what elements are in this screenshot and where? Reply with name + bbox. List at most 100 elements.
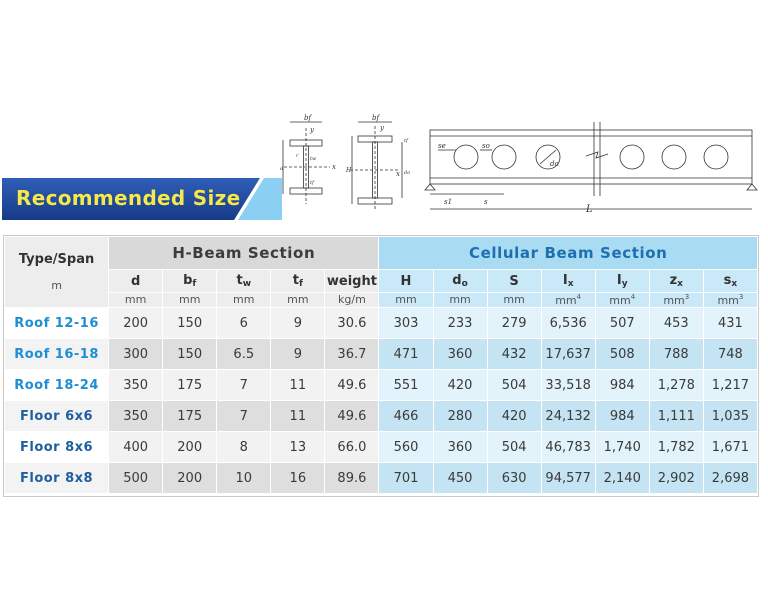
cellular-cell: 280 — [432, 400, 488, 432]
hbeam-cell: 10 — [216, 462, 272, 494]
hbeam-cell: 200 — [162, 431, 218, 463]
beam-size-table: Type/Span m H-Beam Section Cellular Beam… — [3, 236, 759, 494]
hbeam-cell: 49.6 — [324, 369, 380, 401]
cellular-cell: 560 — [378, 431, 434, 463]
col-Iy: Iy — [594, 269, 650, 293]
hbeam-cell: 16 — [270, 462, 326, 494]
hbeam1-d-label: d — [280, 166, 283, 172]
hbeam-cell: 500 — [108, 462, 164, 494]
hbeam-cell: 300 — [108, 338, 164, 370]
hbeam-cell: 9 — [270, 307, 326, 339]
cellular-cell: 94,577 — [540, 462, 596, 494]
cellular-cell: 24,132 — [540, 400, 596, 432]
unit-tw: mm — [216, 292, 272, 308]
hbeam-section-header: H-Beam Section — [108, 236, 380, 270]
col-tf: tf — [270, 269, 326, 293]
table-row: Roof 12-16 200 150 6 9 30.6 303 233 279 6,536 507 4… — [3, 307, 759, 339]
cellular-cell: 420 — [486, 400, 542, 432]
cellular-cell: 2,902 — [648, 462, 704, 494]
cellular-cell: 2,698 — [702, 462, 759, 494]
hbeam-cell: 150 — [162, 338, 218, 370]
col-tw: tw — [216, 269, 272, 293]
unit-tf: mm — [270, 292, 326, 308]
hbeam1-b-label: bf — [304, 114, 312, 122]
col-Ix: Ix — [540, 269, 596, 293]
table-row: Floor 8x8 500 200 10 16 89.6 701 450 630 94,577 2,… — [3, 462, 759, 494]
hbeam1-x-label: x — [332, 163, 336, 171]
hbeam-cell: 350 — [108, 400, 164, 432]
cellular-cell: 1,035 — [702, 400, 759, 432]
cellular-do-label: do — [550, 160, 559, 168]
beam-diagrams: bf y x d r tw tf bf y x H — [280, 112, 768, 222]
col-zx: zx — [648, 269, 704, 293]
cellular-cell: 279 — [486, 307, 542, 339]
cellular-cell: 360 — [432, 431, 488, 463]
cellular-cell: 360 — [432, 338, 488, 370]
cellular-s1-label: s1 — [444, 198, 452, 206]
row-type-span: Roof 12-16 — [3, 307, 110, 339]
cellular-cell: 471 — [378, 338, 434, 370]
hbeam-cell: 30.6 — [324, 307, 380, 339]
hbeam2-x-label: x — [396, 170, 400, 178]
hbeam-cell: 11 — [270, 369, 326, 401]
hbeam-cell: 66.0 — [324, 431, 380, 463]
cellular-cell: 507 — [594, 307, 650, 339]
col-weight: weight — [324, 269, 380, 293]
cellular-cell: 504 — [486, 431, 542, 463]
hbeam1-tf-label: tf — [310, 180, 315, 186]
hbeam1-y-label: y — [309, 126, 315, 134]
cellular-s-label: s — [484, 198, 488, 206]
col-do: do — [432, 269, 488, 293]
cellular-cell: 630 — [486, 462, 542, 494]
cellular-cell: 33,518 — [540, 369, 596, 401]
unit-H: mm — [378, 292, 434, 308]
table-row: Floor 8x6 400 200 8 13 66.0 560 360 504 46,783 1,7… — [3, 431, 759, 463]
table-row: Roof 18-24 350 175 7 11 49.6 551 420 504 33,518 98… — [3, 369, 759, 401]
hbeam-cell: 49.6 — [324, 400, 380, 432]
cellular-L-label: L — [585, 204, 593, 215]
cellular-cell: 450 — [432, 462, 488, 494]
hbeam1-tw-label: tw — [310, 156, 317, 162]
row-type-span: Floor 8x8 — [3, 462, 110, 494]
cellular-cross-section-diagram: bf y x H do tf — [345, 114, 410, 210]
unit-zx: mm3 — [648, 292, 704, 308]
hbeam-cell: 7 — [216, 369, 272, 401]
cellular-cell: 1,217 — [702, 369, 759, 401]
row-type-span: Floor 6x6 — [3, 400, 110, 432]
cellular-cell: 788 — [648, 338, 704, 370]
hbeam-cell: 9 — [270, 338, 326, 370]
cellular-cell: 1,671 — [702, 431, 759, 463]
hbeam-cell: 175 — [162, 369, 218, 401]
col-H: H — [378, 269, 434, 293]
cellular-cell: 1,278 — [648, 369, 704, 401]
unit-d: mm — [108, 292, 164, 308]
hbeam2-y-label: y — [379, 124, 385, 132]
unit-weight: kg/m — [324, 292, 380, 308]
hbeam-section-diagram: bf y x d r tw tf — [280, 114, 336, 204]
hbeam1-r-label: r — [296, 153, 299, 159]
hbeam-cell: 200 — [108, 307, 164, 339]
cellular-cell: 508 — [594, 338, 650, 370]
cellular-cell: 6,536 — [540, 307, 596, 339]
hbeam2-d-label: do — [404, 170, 410, 176]
cellular-cell: 431 — [702, 307, 759, 339]
cellular-cell: 984 — [594, 369, 650, 401]
cellular-cell: 1,782 — [648, 431, 704, 463]
cellular-cell: 466 — [378, 400, 434, 432]
hbeam-cell: 350 — [108, 369, 164, 401]
cellular-cell: 504 — [486, 369, 542, 401]
cellular-cell: 1,111 — [648, 400, 704, 432]
hbeam-cell: 8 — [216, 431, 272, 463]
cellular-so-label: so — [482, 142, 490, 150]
cellular-cell: 984 — [594, 400, 650, 432]
hbeam-cell: 13 — [270, 431, 326, 463]
unit-Iy: mm4 — [594, 292, 650, 308]
hbeam-cell: 200 — [162, 462, 218, 494]
table-body: Roof 12-16 200 150 6 9 30.6 303 233 279 6,536 507 4… — [3, 307, 759, 494]
unit-S: mm — [486, 292, 542, 308]
table-row: Floor 6x6 350 175 7 11 49.6 466 280 420 24,132 984… — [3, 400, 759, 432]
table-row: Roof 16-18 300 150 6.5 9 36.7 471 360 432 17,637 5… — [3, 338, 759, 370]
cellular-cell: 432 — [486, 338, 542, 370]
hbeam2-b-label: bf — [372, 114, 380, 122]
unit-sx: mm3 — [702, 292, 759, 308]
